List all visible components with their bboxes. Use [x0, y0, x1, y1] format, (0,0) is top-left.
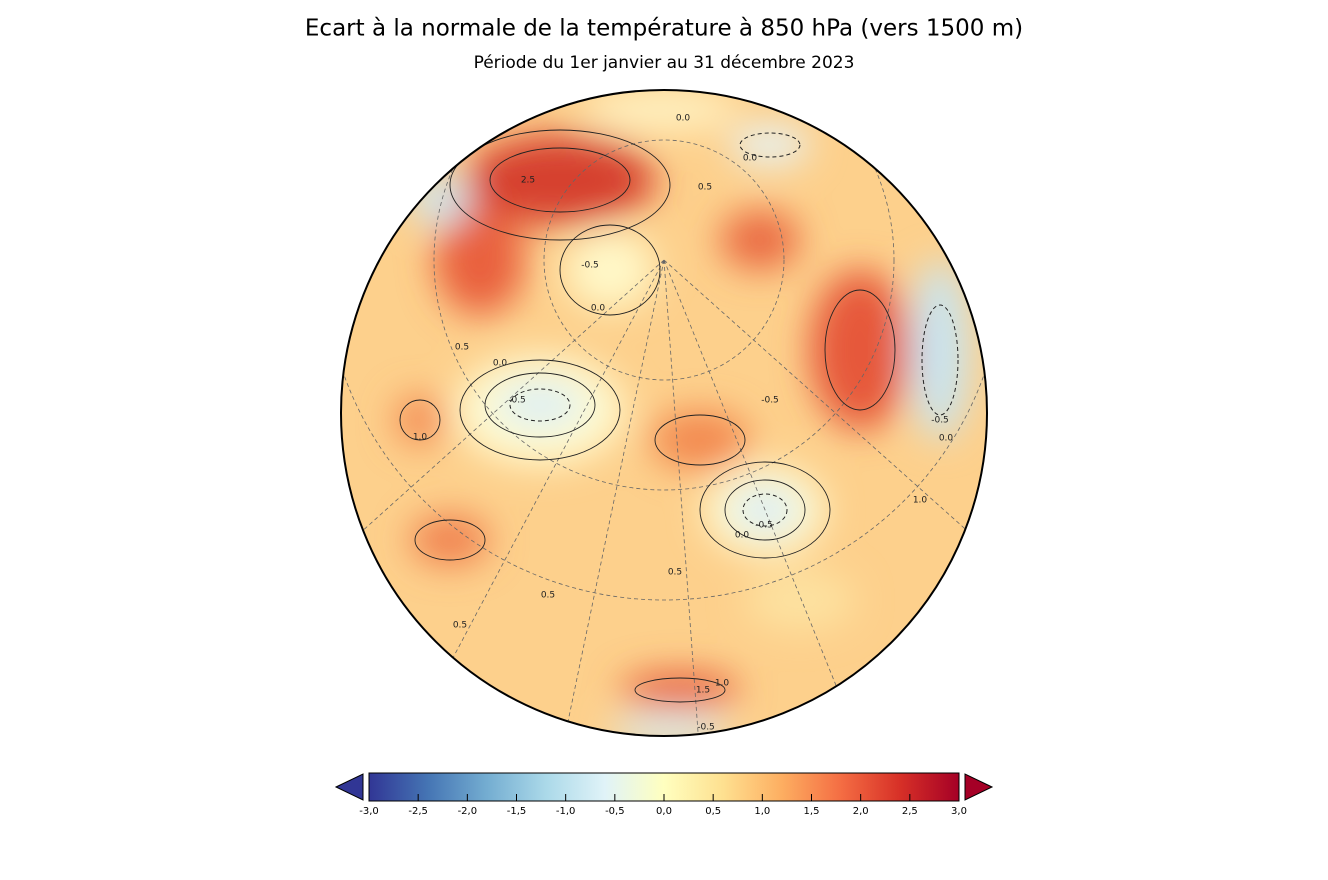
contour-label: 0.5: [541, 591, 555, 601]
colorbar-tick-label: 0,5: [705, 806, 721, 817]
subtitle: Période du 1er janvier au 31 décembre 20…: [474, 53, 855, 73]
contour-label: 2.5: [521, 176, 535, 186]
colorbar-tick-label: 3,0: [951, 806, 967, 817]
colorbar-tick-label: -2,5: [408, 806, 428, 817]
colorbar-tick-label: 2,5: [902, 806, 918, 817]
colorbar-tick-label: 2,0: [853, 806, 869, 817]
colorbar-tick-label: 1,5: [804, 806, 820, 817]
colorbar-tick-label: -3,0: [359, 806, 379, 817]
contour-label: 0.0: [939, 434, 954, 444]
title: Ecart à la normale de la température à 8…: [305, 16, 1023, 42]
contour-label: -0.5: [931, 416, 949, 426]
contour-label: 0.5: [698, 183, 712, 193]
contour-label: 0.5: [668, 568, 682, 578]
map: [341, 90, 987, 736]
colorbar: -3,0 -2,5 -2,0 -1,5 -1,0 -0,5 0,0 0,5 1,0 1,5 2,0 2…: [334, 772, 994, 817]
contour-label: 1.0: [413, 433, 428, 443]
contour-label: -0.5: [755, 521, 773, 531]
contour-label: -0.5: [581, 261, 599, 271]
contour-label: -0.5: [761, 396, 779, 406]
contour-label: 1.0: [715, 679, 730, 689]
globe-outline: [340, 89, 988, 737]
contour-label: 0.5: [453, 621, 467, 631]
colorbar-tick-label: -1,0: [556, 806, 576, 817]
contour-label: -0.5: [508, 396, 526, 406]
colorbar-tick-label: -0,5: [605, 806, 625, 817]
contour-label: 0.0: [743, 154, 758, 164]
colorbar-tick-label: 0,0: [656, 806, 672, 817]
contour-label: 1.0: [913, 496, 928, 506]
colorbar-tick-label: 1,0: [754, 806, 770, 817]
contour-label: 0.5: [455, 343, 469, 353]
contour-label: 0.0: [591, 304, 606, 314]
colorbar-tick-label: -1,5: [507, 806, 527, 817]
contour-label: 0.0: [676, 114, 691, 124]
contour-label: 1.5: [696, 686, 710, 696]
contour-label: -0.5: [697, 723, 715, 733]
contour-labels: 0.02.50.00.5-0.50.00.50.0-0.51.0-0.50.0-…: [413, 114, 954, 733]
contour-label: 0.0: [735, 531, 750, 541]
contour-label: 0.0: [493, 359, 508, 369]
colorbar-tick-label: -2,0: [458, 806, 478, 817]
